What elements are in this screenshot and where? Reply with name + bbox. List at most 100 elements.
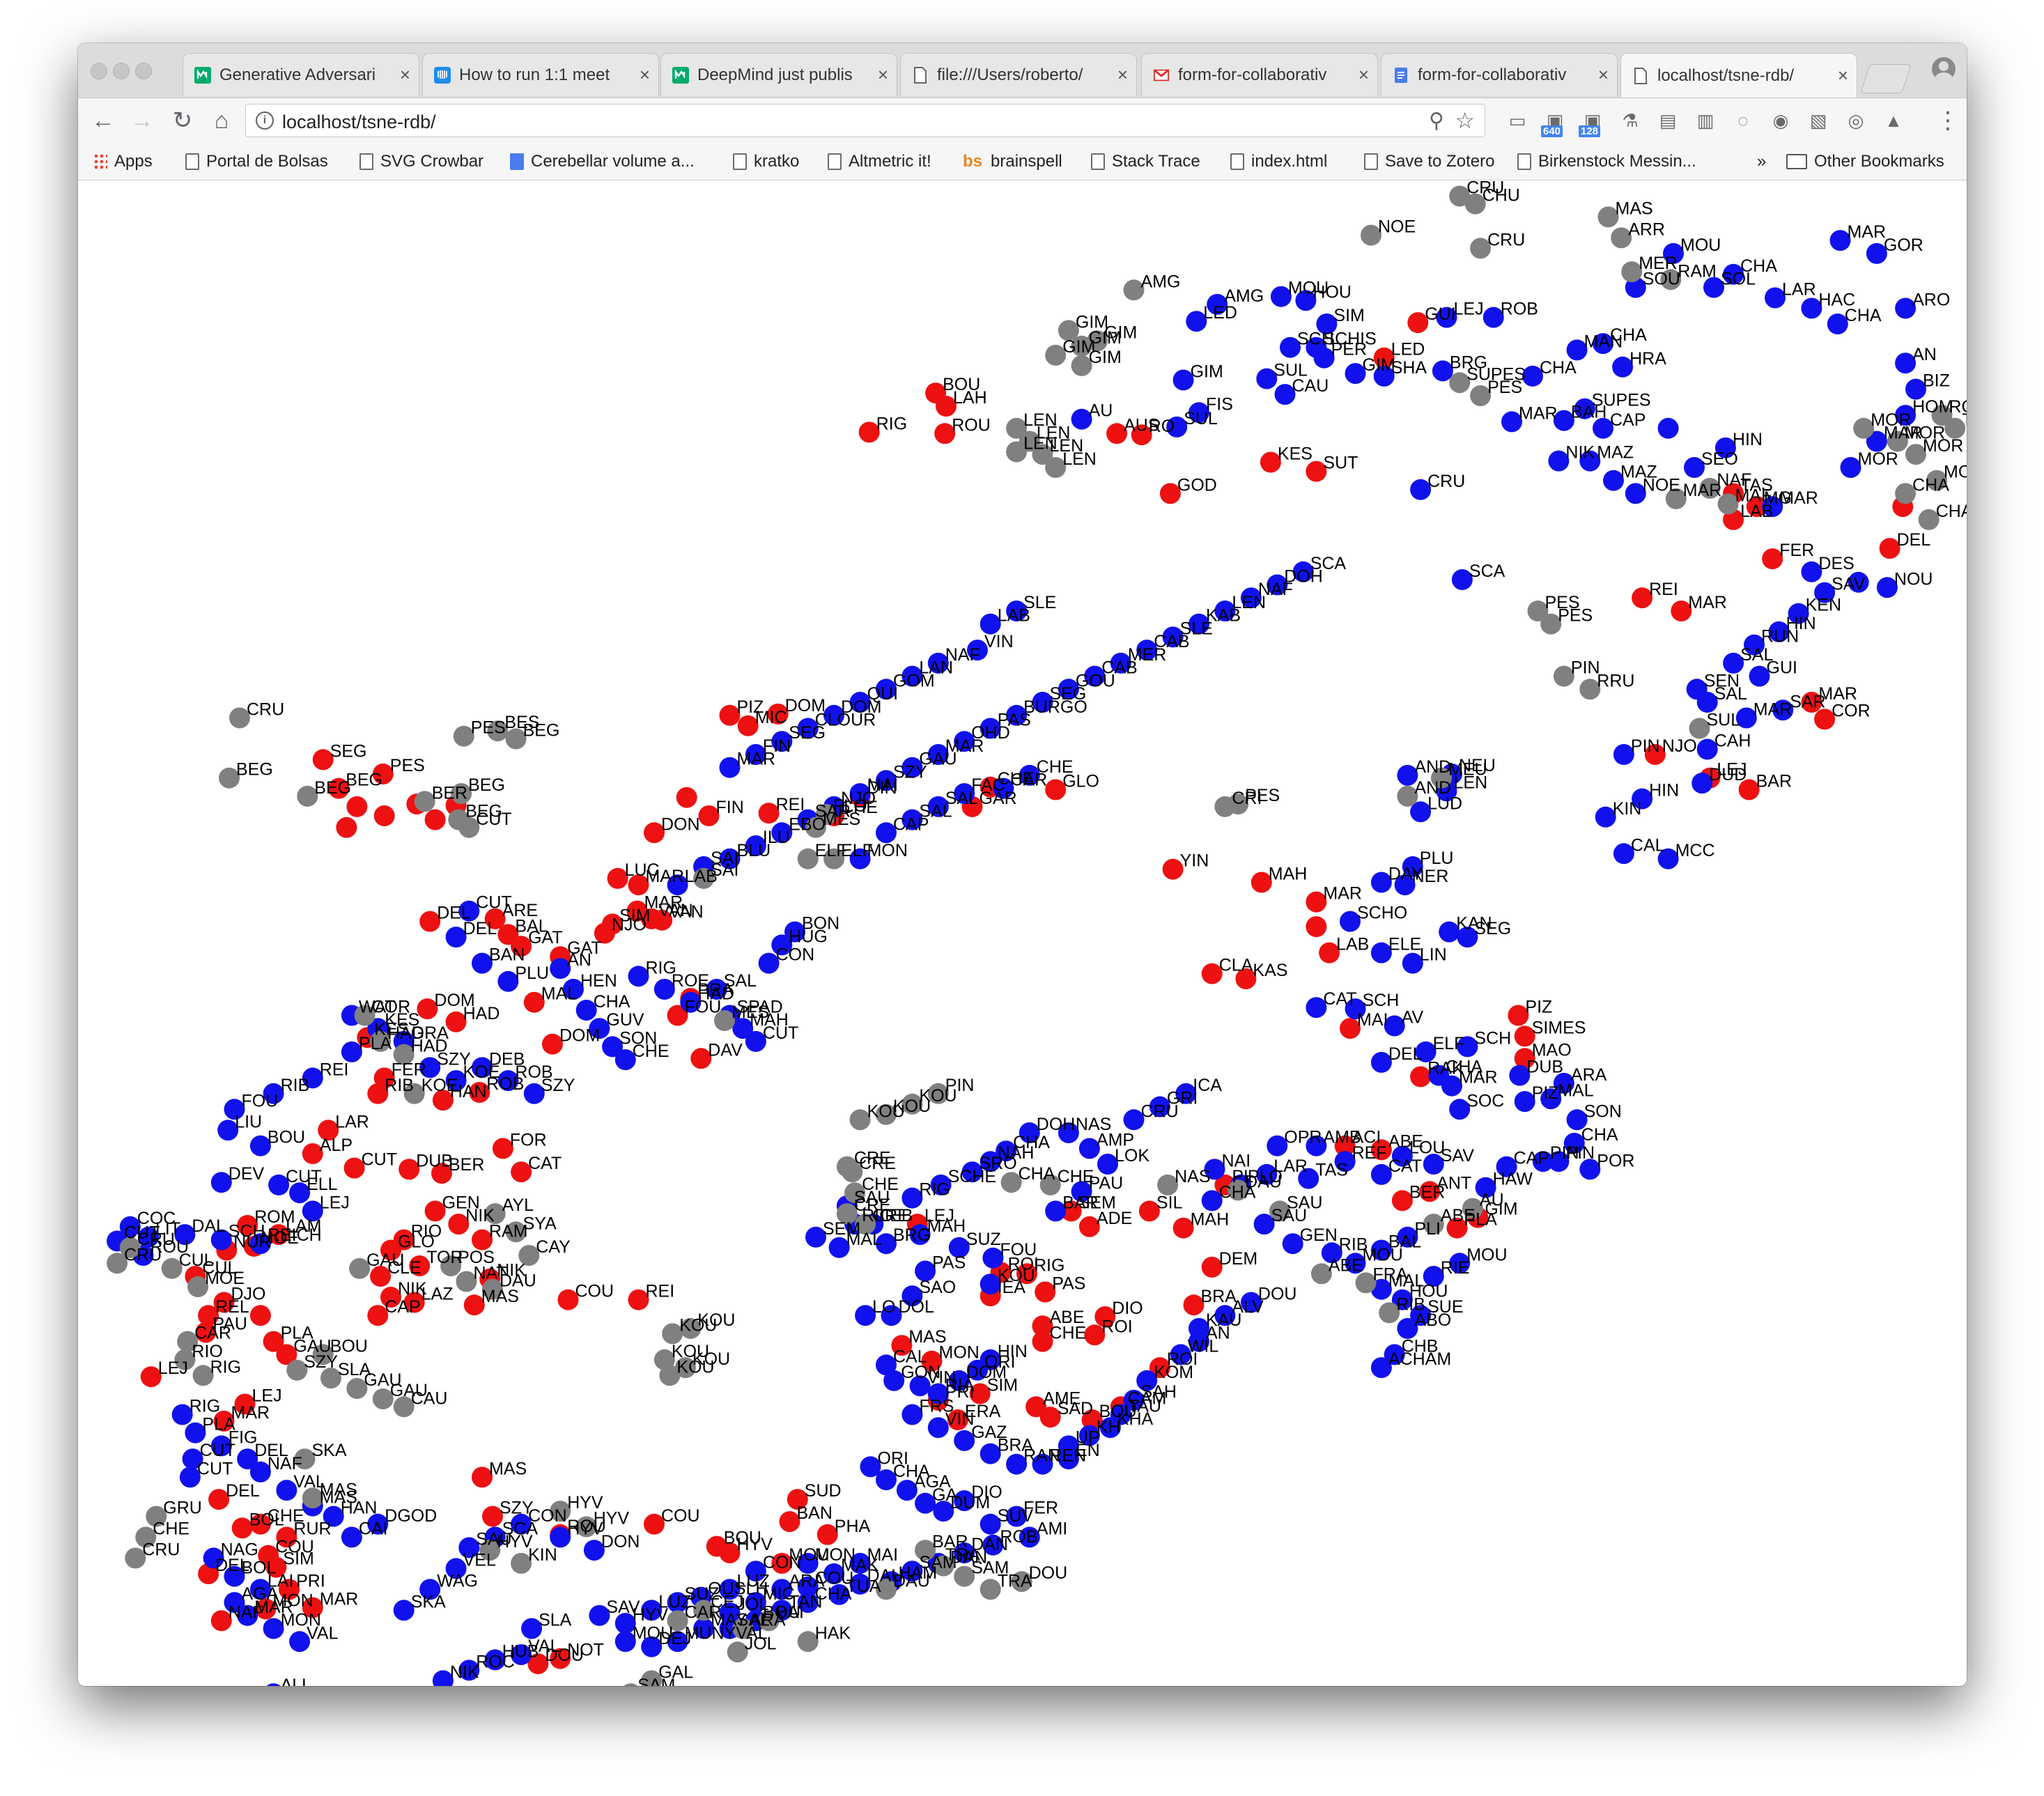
- scatter-point-blue[interactable]: [1370, 872, 1392, 893]
- scatter-point-blue[interactable]: [1207, 293, 1228, 315]
- close-tab-icon[interactable]: ×: [1597, 64, 1609, 85]
- scatter-point-blue[interactable]: [1162, 626, 1184, 648]
- scatter-point-blue[interactable]: [876, 1233, 897, 1255]
- scatter-point-red[interactable]: [208, 1489, 230, 1510]
- scatter-point-blue[interactable]: [876, 1469, 897, 1491]
- forward-button[interactable]: →: [130, 107, 154, 134]
- scatter-point-red[interactable]: [1801, 692, 1822, 713]
- scatter-point-gray[interactable]: [1423, 1214, 1444, 1235]
- scatter-point-red[interactable]: [1094, 1306, 1116, 1327]
- scatter-point-red[interactable]: [1251, 872, 1272, 893]
- scatter-point-blue[interactable]: [758, 952, 780, 974]
- scatter-point-blue[interactable]: [445, 927, 467, 948]
- scatter-point-blue[interactable]: [823, 704, 845, 726]
- scatter-point-gray[interactable]: [980, 1579, 1001, 1600]
- scatter-point-blue[interactable]: [1866, 431, 1887, 452]
- scatter-point-red[interactable]: [346, 796, 368, 817]
- scatter-point-blue[interactable]: [849, 692, 871, 713]
- scatter-point-blue[interactable]: [1214, 1305, 1236, 1326]
- scatter-point-gray[interactable]: [125, 1547, 146, 1569]
- scatter-point-blue[interactable]: [445, 1070, 467, 1092]
- scatter-point-red[interactable]: [393, 1229, 415, 1251]
- scatter-point-gray[interactable]: [187, 1276, 209, 1297]
- scatter-point-blue[interactable]: [849, 848, 871, 869]
- scatter-point-blue[interactable]: [980, 1349, 1001, 1370]
- scatter-point-red[interactable]: [403, 1292, 425, 1313]
- scatter-point-red[interactable]: [969, 1383, 991, 1404]
- scatter-point-gray[interactable]: [842, 1161, 863, 1183]
- scatter-point-gray[interactable]: [1660, 269, 1682, 291]
- scatter-point-gray[interactable]: [1611, 227, 1632, 249]
- home-button[interactable]: ⌂: [214, 107, 229, 134]
- scatter-point-red[interactable]: [231, 1517, 253, 1539]
- scatter-point-blue[interactable]: [1801, 297, 1822, 319]
- scatter-point-blue[interactable]: [930, 1174, 952, 1195]
- scatter-point-blue[interactable]: [1848, 571, 1869, 593]
- scatter-point-blue[interactable]: [1189, 402, 1209, 424]
- scatter-point-blue[interactable]: [1370, 942, 1392, 963]
- scatter-point-gray[interactable]: [797, 1631, 819, 1652]
- scatter-point-blue[interactable]: [641, 1600, 663, 1621]
- scatter-point-blue[interactable]: [667, 1631, 688, 1652]
- scatter-point-blue[interactable]: [1256, 1163, 1278, 1185]
- scatter-point-blue[interactable]: [1410, 1305, 1432, 1326]
- scatter-point-red[interactable]: [1131, 424, 1152, 446]
- scatter-point-blue[interactable]: [1895, 405, 1917, 426]
- scatter-point-gray[interactable]: [1579, 679, 1601, 700]
- scatter-point-blue[interactable]: [1449, 1099, 1471, 1120]
- scatter-point-blue[interactable]: [1895, 297, 1917, 319]
- scatter-point-red[interactable]: [370, 1266, 392, 1287]
- scatter-point-gray[interactable]: [1228, 794, 1249, 815]
- scatter-point-red[interactable]: [336, 816, 357, 838]
- camera-icon[interactable]: ▧: [1809, 109, 1827, 131]
- scatter-point-red[interactable]: [1446, 1217, 1468, 1239]
- scatter-point-blue[interactable]: [1482, 307, 1504, 328]
- scatter-point-gray[interactable]: [1462, 1198, 1483, 1219]
- scatter-point-gray[interactable]: [1269, 1200, 1290, 1222]
- scatter-point-red[interactable]: [249, 1305, 271, 1326]
- scatter-point-blue[interactable]: [1801, 561, 1822, 582]
- scatter-point-blue[interactable]: [1553, 410, 1574, 431]
- scatter-point-blue[interactable]: [980, 718, 1001, 739]
- scatter-point-gray[interactable]: [732, 1618, 754, 1639]
- scatter-point-blue[interactable]: [1006, 1505, 1028, 1527]
- scatter-point-blue[interactable]: [614, 1049, 636, 1071]
- scatter-point-gray[interactable]: [1397, 785, 1418, 807]
- scatter-point-blue[interactable]: [954, 1430, 975, 1451]
- scatter-point-blue[interactable]: [341, 1041, 362, 1062]
- scatter-point-blue[interactable]: [1298, 1168, 1319, 1189]
- flask-icon[interactable]: ⚗: [1622, 109, 1639, 131]
- scatter-point-blue[interactable]: [823, 1563, 845, 1584]
- scatter-point-gray[interactable]: [161, 1257, 183, 1279]
- bookmark-item[interactable]: kratko: [733, 151, 799, 172]
- scatter-point-blue[interactable]: [1827, 313, 1848, 334]
- tab-1[interactable]: Generative Adversari ×: [183, 53, 419, 96]
- scatter-point-blue[interactable]: [927, 1383, 949, 1404]
- scatter-point-blue[interactable]: [302, 1200, 323, 1222]
- scatter-point-red[interactable]: [667, 1005, 688, 1026]
- scatter-point-gray[interactable]: [1665, 488, 1687, 509]
- scatter-point-blue[interactable]: [1449, 1253, 1471, 1274]
- scatter-point-red[interactable]: [779, 1511, 800, 1533]
- scatter-point-red[interactable]: [1644, 744, 1666, 765]
- other-bookmarks-folder[interactable]: Other Bookmarks: [1786, 151, 1944, 172]
- scatter-point-gray[interactable]: [1895, 483, 1917, 504]
- scatter-point-blue[interactable]: [393, 1600, 415, 1621]
- new-tab-button[interactable]: [1860, 64, 1912, 93]
- scatter-point-blue[interactable]: [1566, 339, 1588, 361]
- scatter-point-gray[interactable]: [372, 1388, 394, 1409]
- scatter-point-blue[interactable]: [849, 1553, 871, 1574]
- scatter-point-blue[interactable]: [1334, 1151, 1356, 1172]
- scatter-point-blue[interactable]: [1201, 1190, 1223, 1211]
- scatter-point-red[interactable]: [276, 1344, 297, 1365]
- scatter-point-gray[interactable]: [1717, 493, 1739, 515]
- scatter-point-gray[interactable]: [1071, 355, 1092, 376]
- scatter-point-red[interactable]: [276, 1526, 297, 1548]
- scatter-point-blue[interactable]: [1391, 1289, 1413, 1310]
- scatter-point-blue[interactable]: [732, 1018, 754, 1039]
- scatter-point-blue[interactable]: [1762, 496, 1783, 518]
- scatter-point-gray[interactable]: [518, 1245, 540, 1266]
- scatter-point-blue[interactable]: [745, 1592, 766, 1613]
- scatter-point-blue[interactable]: [432, 1670, 454, 1687]
- scatter-point-blue[interactable]: [1423, 1154, 1444, 1175]
